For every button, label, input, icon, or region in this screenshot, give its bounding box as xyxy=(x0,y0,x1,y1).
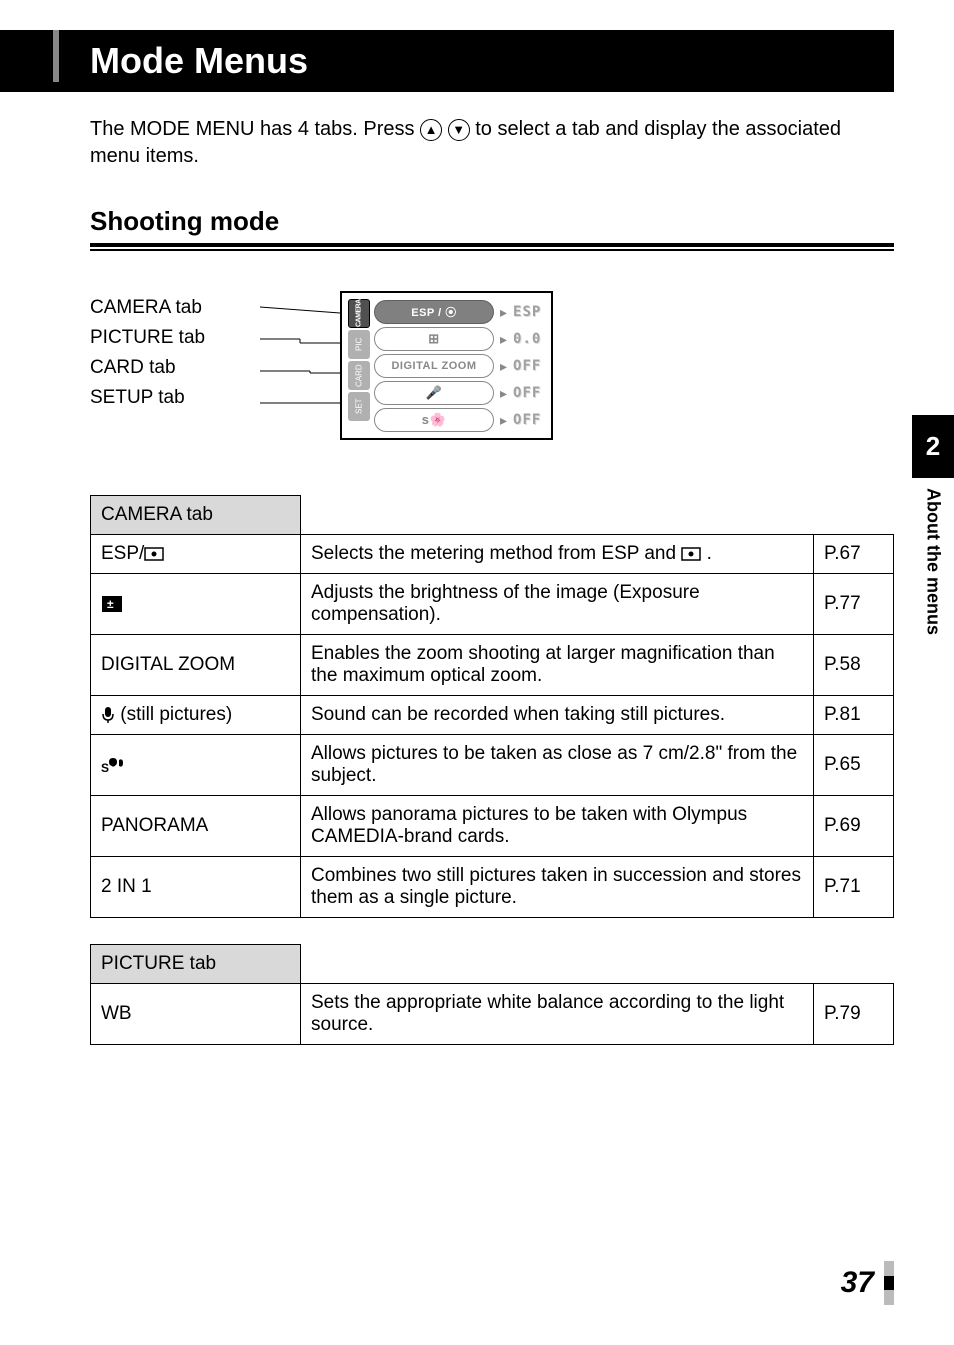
page-title: Mode Menus xyxy=(90,40,308,81)
lcd-arrow-icon: ▸ xyxy=(500,385,507,402)
lcd-row: s🌸 ▸ OFF xyxy=(374,408,541,432)
lcd-row: ⊞ ▸ 0.0 xyxy=(374,327,541,351)
spot-meter-icon xyxy=(681,547,701,561)
row-label: DIGITAL ZOOM xyxy=(91,635,301,696)
row-desc: Allows pictures to be taken as close as … xyxy=(301,735,814,796)
up-arrow-icon: ▲ xyxy=(420,119,442,141)
lcd-pill: 🎤 xyxy=(374,381,494,405)
row-page: P.71 xyxy=(814,857,894,918)
lcd-vtab-card: CARD xyxy=(348,361,370,390)
svg-text:S: S xyxy=(101,761,109,775)
table-row: 2 IN 1 Combines two still pictures taken… xyxy=(91,857,894,918)
lcd-rows: ESP / ⦿ ▸ ESP ⊞ ▸ 0.0 DIGITAL ZOOM ▸ OFF… xyxy=(374,299,541,432)
lcd-pill: DIGITAL ZOOM xyxy=(374,354,494,378)
lcd-arrow-icon: ▸ xyxy=(500,331,507,348)
intro-text: The MODE MENU has 4 tabs. Press ▲ ▼ to s… xyxy=(90,116,894,170)
microphone-icon xyxy=(101,706,115,724)
row-desc: Combines two still pictures taken in suc… xyxy=(301,857,814,918)
table-row: PANORAMA Allows panorama pictures to be … xyxy=(91,796,894,857)
page-number: 37 xyxy=(841,1266,874,1300)
row-page: P.77 xyxy=(814,574,894,635)
row-label: 2 IN 1 xyxy=(91,857,301,918)
svg-text:±: ± xyxy=(107,597,114,611)
chapter-number: 2 xyxy=(912,415,954,478)
row-desc: Adjusts the brightness of the image (Exp… xyxy=(301,574,814,635)
exposure-comp-icon: ± xyxy=(101,595,123,613)
header-underline xyxy=(90,249,894,251)
page-number-container: 37 xyxy=(841,1261,894,1305)
lcd-vtab-camera: CAMERA xyxy=(348,299,370,328)
lcd-arrow-icon: ▸ xyxy=(500,304,507,321)
page-title-bar: Mode Menus xyxy=(70,30,894,92)
row-label: WB xyxy=(91,984,301,1045)
side-tab: 2 About the menus xyxy=(912,415,954,635)
table-row: ± Adjusts the brightness of the image (E… xyxy=(91,574,894,635)
table-row: ESP/ Selects the metering method from ES… xyxy=(91,535,894,574)
card-tab-label: CARD tab xyxy=(90,357,260,379)
lcd-value: ESP xyxy=(513,304,541,320)
camera-table-header: CAMERA tab xyxy=(91,496,301,535)
table-row: (still pictures) Sound can be recorded w… xyxy=(91,696,894,735)
row-desc: Sound can be recorded when taking still … xyxy=(301,696,814,735)
row-page: P.69 xyxy=(814,796,894,857)
picture-tab-label: PICTURE tab xyxy=(90,327,260,349)
row-page: P.58 xyxy=(814,635,894,696)
lcd-pill: ESP / ⦿ xyxy=(374,300,494,324)
camera-tab-label: CAMERA tab xyxy=(90,297,260,319)
row-desc: Sets the appropriate white balance accor… xyxy=(301,984,814,1045)
row-label: (still pictures) xyxy=(91,696,301,735)
camera-tab-table: CAMERA tab ESP/ Selects the metering met… xyxy=(90,495,894,918)
setup-tab-label: SETUP tab xyxy=(90,387,260,409)
lcd-vtab-pic: PIC xyxy=(348,330,370,359)
row-desc: Enables the zoom shooting at larger magn… xyxy=(301,635,814,696)
lcd-arrow-icon: ▸ xyxy=(500,412,507,429)
row-page: P.81 xyxy=(814,696,894,735)
picture-tab-table: PICTURE tab WB Sets the appropriate whit… xyxy=(90,944,894,1045)
diagram-connectors xyxy=(260,291,340,461)
lcd-value: OFF xyxy=(513,412,541,428)
table-row: DIGITAL ZOOM Enables the zoom shooting a… xyxy=(91,635,894,696)
lcd-screen: CAMERA PIC CARD SET ESP / ⦿ ▸ ESP ⊞ ▸ 0.… xyxy=(340,291,553,440)
row-page: P.67 xyxy=(814,535,894,574)
page-marker-icon xyxy=(884,1261,894,1305)
lcd-arrow-icon: ▸ xyxy=(500,358,507,375)
row-label: PANORAMA xyxy=(91,796,301,857)
picture-table-header: PICTURE tab xyxy=(91,945,301,984)
title-separator xyxy=(53,30,59,82)
lcd-value: OFF xyxy=(513,358,541,374)
spot-meter-icon xyxy=(144,547,164,561)
row-desc: Selects the metering method from ESP and… xyxy=(301,535,814,574)
row-label: ESP/ xyxy=(91,535,301,574)
shooting-mode-header: Shooting mode xyxy=(90,206,894,247)
lcd-pill: s🌸 xyxy=(374,408,494,432)
lcd-row: ESP / ⦿ ▸ ESP xyxy=(374,300,541,324)
row-label: ± xyxy=(91,574,301,635)
row-page: P.65 xyxy=(814,735,894,796)
lcd-vtab-set: SET xyxy=(348,392,370,421)
table-row: WB Sets the appropriate white balance ac… xyxy=(91,984,894,1045)
lcd-value: OFF xyxy=(513,385,541,401)
super-macro-icon: S xyxy=(101,755,127,775)
lcd-row: 🎤 ▸ OFF xyxy=(374,381,541,405)
chapter-title: About the menus xyxy=(923,488,944,635)
row-page: P.79 xyxy=(814,984,894,1045)
lcd-value: 0.0 xyxy=(513,331,541,347)
row-label: S xyxy=(91,735,301,796)
lcd-pill: ⊞ xyxy=(374,327,494,351)
lcd-row: DIGITAL ZOOM ▸ OFF xyxy=(374,354,541,378)
tab-diagram: CAMERA tab PICTURE tab CARD tab SETUP ta… xyxy=(90,291,894,461)
row-desc: Allows panorama pictures to be taken wit… xyxy=(301,796,814,857)
down-arrow-icon: ▼ xyxy=(448,119,470,141)
table-row: S Allows pictures to be taken as close a… xyxy=(91,735,894,796)
intro-pre: The MODE MENU has 4 tabs. Press xyxy=(90,118,420,140)
